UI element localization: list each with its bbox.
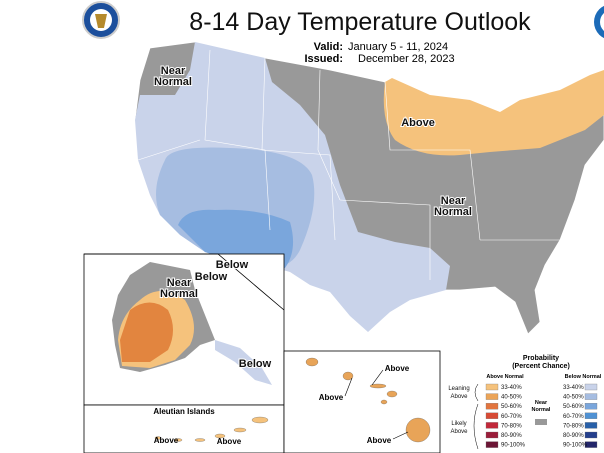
alaska-label: Normal	[160, 288, 198, 300]
legend-range: 60-70%	[563, 414, 584, 420]
legend-range: 60-70%	[501, 414, 522, 420]
aleutian-inset	[83, 404, 285, 453]
legend-range: 90-100%	[501, 443, 526, 449]
legend-swatch	[485, 412, 499, 419]
alaska-label: Below	[239, 358, 272, 370]
legend-group: Above	[450, 394, 468, 400]
aleutian-title: Aleutian Islands	[153, 407, 215, 416]
legend-heading: Above Normal	[486, 374, 524, 380]
legend-swatch	[485, 393, 499, 400]
legend-title: Probability	[523, 355, 559, 362]
region-label: Above	[401, 117, 435, 129]
noaa-logo-left	[82, 1, 120, 39]
legend-swatch	[485, 422, 499, 429]
legend-swatch	[584, 412, 598, 419]
legend-swatch	[584, 403, 598, 410]
legend-swatch	[584, 422, 598, 429]
alaska-above-40-50	[120, 302, 173, 362]
hawaii-label: Above	[319, 393, 344, 402]
legend-swatch	[584, 431, 598, 439]
inset-edge	[84, 253, 285, 311]
legend-range: 90-100%	[563, 443, 588, 449]
legend-range: 50-60%	[563, 404, 584, 410]
legend-brace	[473, 403, 479, 450]
legend-swatch	[584, 383, 598, 391]
alaska-label: Near	[167, 277, 192, 289]
legend-near: Near	[535, 400, 548, 406]
legend-swatch	[584, 393, 598, 400]
legend-range: 70-80%	[563, 423, 584, 429]
legend-title: (Percent Chance)	[512, 363, 570, 370]
region-label: Normal	[434, 206, 472, 218]
legend-range: 50-60%	[501, 404, 522, 410]
legend-near: Normal	[532, 407, 551, 413]
alaska-label: Below	[195, 271, 228, 283]
aleutian-islands	[154, 416, 269, 442]
legend-group: Above	[450, 429, 468, 435]
title: 8-14 Day Temperature Outlook	[189, 8, 531, 36]
hawaii-label: Above	[385, 364, 410, 373]
region-label: Near	[441, 195, 466, 207]
legend-near-swatch	[535, 419, 547, 425]
region-label: Normal	[154, 76, 192, 88]
legend-group: Likely	[451, 421, 466, 427]
aleutian-label: Above	[154, 436, 179, 445]
region-label: Near	[161, 65, 186, 77]
legend-heading: Below Normal	[565, 374, 602, 380]
legend-range: 33-40%	[563, 385, 584, 391]
legend-range: 40-50%	[563, 395, 584, 401]
hawaii-label: Above	[367, 436, 392, 445]
hawaii-pointers	[344, 369, 409, 440]
valid-label: Valid:	[314, 41, 343, 53]
legend-swatch	[584, 441, 598, 448]
above-33-40-lakes	[383, 70, 604, 156]
below-50-60	[178, 209, 294, 268]
legend-brace	[474, 383, 479, 402]
legend-range: 40-50%	[501, 395, 522, 401]
region-label: Below	[216, 259, 249, 271]
legend-range: 80-90%	[563, 433, 584, 439]
issued-label: Issued:	[304, 53, 343, 65]
legend-range: 80-90%	[501, 433, 522, 439]
state-borders	[137, 49, 560, 280]
legend-swatch	[485, 383, 499, 391]
legend-range: 33-40%	[501, 385, 522, 391]
hawaii-islands	[305, 357, 431, 443]
legend-swatch	[485, 431, 499, 439]
noaa-logo-right	[594, 5, 604, 39]
legend-swatch	[485, 441, 499, 448]
aleutian-label: Above	[217, 437, 242, 446]
legend-swatch	[485, 403, 499, 410]
legend-group: Leaning	[448, 386, 469, 392]
legend-range: 70-80%	[501, 423, 522, 429]
valid-value: January 5 - 11, 2024	[348, 41, 448, 53]
alaska-panhandle-below	[215, 340, 272, 385]
issued-value: December 28, 2023	[358, 53, 455, 65]
